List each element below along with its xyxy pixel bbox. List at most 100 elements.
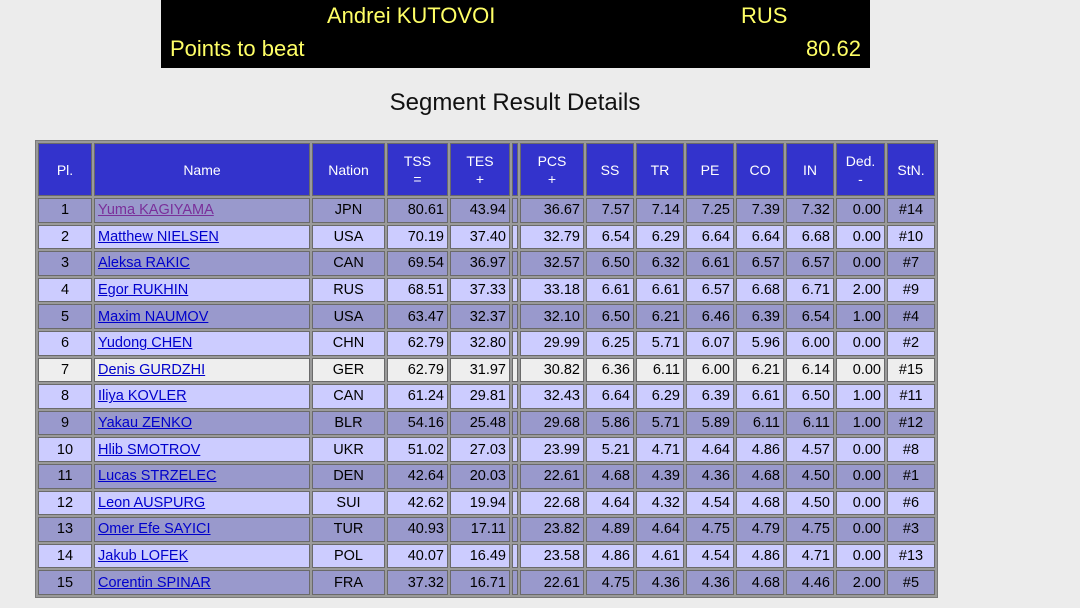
skater-link[interactable]: Yudong CHEN [98, 335, 193, 352]
spacer-cell [512, 543, 518, 569]
co-cell: 6.57 [736, 251, 784, 276]
tr-cell: 4.64 [636, 517, 684, 542]
skater-link[interactable]: Matthew NIELSEN [98, 228, 219, 245]
skater-link[interactable]: Yakau ZENKO [98, 415, 193, 432]
skater-link[interactable]: Aleksa RAKIC [98, 255, 190, 272]
stn-cell: #1 [887, 463, 935, 489]
nation-cell: USA [312, 224, 385, 250]
name-cell: Egor RUKHIN [94, 277, 310, 303]
skater-link[interactable]: Iliya KOVLER [98, 388, 187, 405]
in-cell: 6.14 [786, 357, 834, 383]
pcs-cell: 22.61 [520, 463, 584, 489]
table-row: 13 Omer Efe SAYICI TUR 40.93 17.11 23.82 4.89 4… [38, 517, 935, 542]
pe-cell: 6.39 [686, 384, 734, 409]
stn-cell: #4 [887, 304, 935, 329]
table-row: 4 Egor RUKHIN RUS 68.51 37.33 33.18 6.61 6.61 6.… [38, 277, 935, 303]
name-cell: Yuma KAGIYAMA [94, 198, 310, 223]
ded-cell: 0.00 [836, 490, 885, 516]
name-cell: Lucas STRZELEC [94, 463, 310, 489]
skater-link[interactable]: Yuma KAGIYAMA [98, 202, 214, 219]
place-cell: 10 [38, 437, 92, 462]
ded-cell: 2.00 [836, 570, 885, 595]
skater-link[interactable]: Hlib SMOTROV [98, 441, 201, 458]
name-cell: Jakub LOFEK [94, 543, 310, 569]
tr-cell: 4.39 [636, 463, 684, 489]
nation-cell: DEN [312, 463, 385, 489]
nation-cell: POL [312, 543, 385, 569]
table-row: 6 Yudong CHEN CHN 62.79 32.80 29.99 6.25 5.71 6.… [38, 330, 935, 356]
ss-cell: 4.64 [586, 490, 634, 516]
pe-cell: 4.54 [686, 543, 734, 569]
table-header-row: Pl. Name Nation TSS = TES + PCS + SS TR PE … [38, 143, 935, 196]
skater-link[interactable]: Lucas STRZELEC [98, 468, 217, 485]
tr-cell: 6.29 [636, 384, 684, 409]
skater-link[interactable]: Omer Efe SAYICI [98, 521, 211, 538]
ded-cell: 2.00 [836, 277, 885, 303]
in-cell: 4.50 [786, 463, 834, 489]
nation-cell: FRA [312, 570, 385, 595]
co-cell: 6.39 [736, 304, 784, 329]
ss-cell: 4.75 [586, 570, 634, 595]
skater-link[interactable]: Denis GURDZHI [98, 361, 206, 378]
tes-cell: 37.40 [450, 224, 510, 250]
stn-cell: #13 [887, 543, 935, 569]
pcs-cell: 36.67 [520, 198, 584, 223]
header-co: CO [736, 143, 784, 196]
ss-cell: 4.68 [586, 463, 634, 489]
table-row: 10 Hlib SMOTROV UKR 51.02 27.03 23.99 5.21 4.71… [38, 437, 935, 462]
co-cell: 6.61 [736, 384, 784, 409]
skater-link[interactable]: Maxim NAUMOV [98, 308, 209, 325]
place-cell: 11 [38, 463, 92, 489]
pe-cell: 6.61 [686, 251, 734, 276]
tr-cell: 6.21 [636, 304, 684, 329]
tr-cell: 7.14 [636, 198, 684, 223]
pcs-cell: 32.79 [520, 224, 584, 250]
skater-link[interactable]: Corentin SPINAR [98, 574, 211, 591]
stn-cell: #8 [887, 437, 935, 462]
ss-cell: 6.64 [586, 384, 634, 409]
table-row: 9 Yakau ZENKO BLR 54.16 25.48 29.68 5.86 5.71 5.… [38, 410, 935, 436]
place-cell: 12 [38, 490, 92, 516]
co-cell: 6.64 [736, 224, 784, 250]
tes-cell: 19.94 [450, 490, 510, 516]
header-pe: PE [686, 143, 734, 196]
stn-cell: #14 [887, 198, 935, 223]
header-pcs: PCS + [520, 143, 584, 196]
ded-cell: 1.00 [836, 304, 885, 329]
skater-link[interactable]: Egor RUKHIN [98, 282, 189, 299]
pe-cell: 6.57 [686, 277, 734, 303]
ded-cell: 0.00 [836, 463, 885, 489]
nation-cell: TUR [312, 517, 385, 542]
pe-cell: 6.64 [686, 224, 734, 250]
name-cell: Yudong CHEN [94, 330, 310, 356]
tes-cell: 32.37 [450, 304, 510, 329]
tr-cell: 4.32 [636, 490, 684, 516]
skater-link[interactable]: Leon AUSPURG [98, 494, 206, 511]
nation-cell: CAN [312, 251, 385, 276]
name-cell: Leon AUSPURG [94, 490, 310, 516]
pe-cell: 4.54 [686, 490, 734, 516]
tss-cell: 42.64 [387, 463, 448, 489]
name-cell: Corentin SPINAR [94, 570, 310, 595]
skater-link[interactable]: Jakub LOFEK [98, 548, 189, 565]
stn-cell: #7 [887, 251, 935, 276]
ss-cell: 6.54 [586, 224, 634, 250]
header-tes: TES + [450, 143, 510, 196]
pcs-cell: 32.43 [520, 384, 584, 409]
ded-cell: 0.00 [836, 357, 885, 383]
spacer-cell [512, 330, 518, 356]
nation-cell: SUI [312, 490, 385, 516]
ded-cell: 0.00 [836, 251, 885, 276]
tes-cell: 31.97 [450, 357, 510, 383]
tr-cell: 4.36 [636, 570, 684, 595]
co-cell: 4.86 [736, 543, 784, 569]
stn-cell: #2 [887, 330, 935, 356]
in-cell: 6.68 [786, 224, 834, 250]
place-cell: 8 [38, 384, 92, 409]
ss-cell: 4.86 [586, 543, 634, 569]
pcs-cell: 22.68 [520, 490, 584, 516]
header-name: Name [94, 143, 310, 196]
table-row: 5 Maxim NAUMOV USA 63.47 32.37 32.10 6.50 6.21 6… [38, 304, 935, 329]
table-row: 2 Matthew NIELSEN USA 70.19 37.40 32.79 6.54 6.… [38, 224, 935, 250]
tes-cell: 36.97 [450, 251, 510, 276]
